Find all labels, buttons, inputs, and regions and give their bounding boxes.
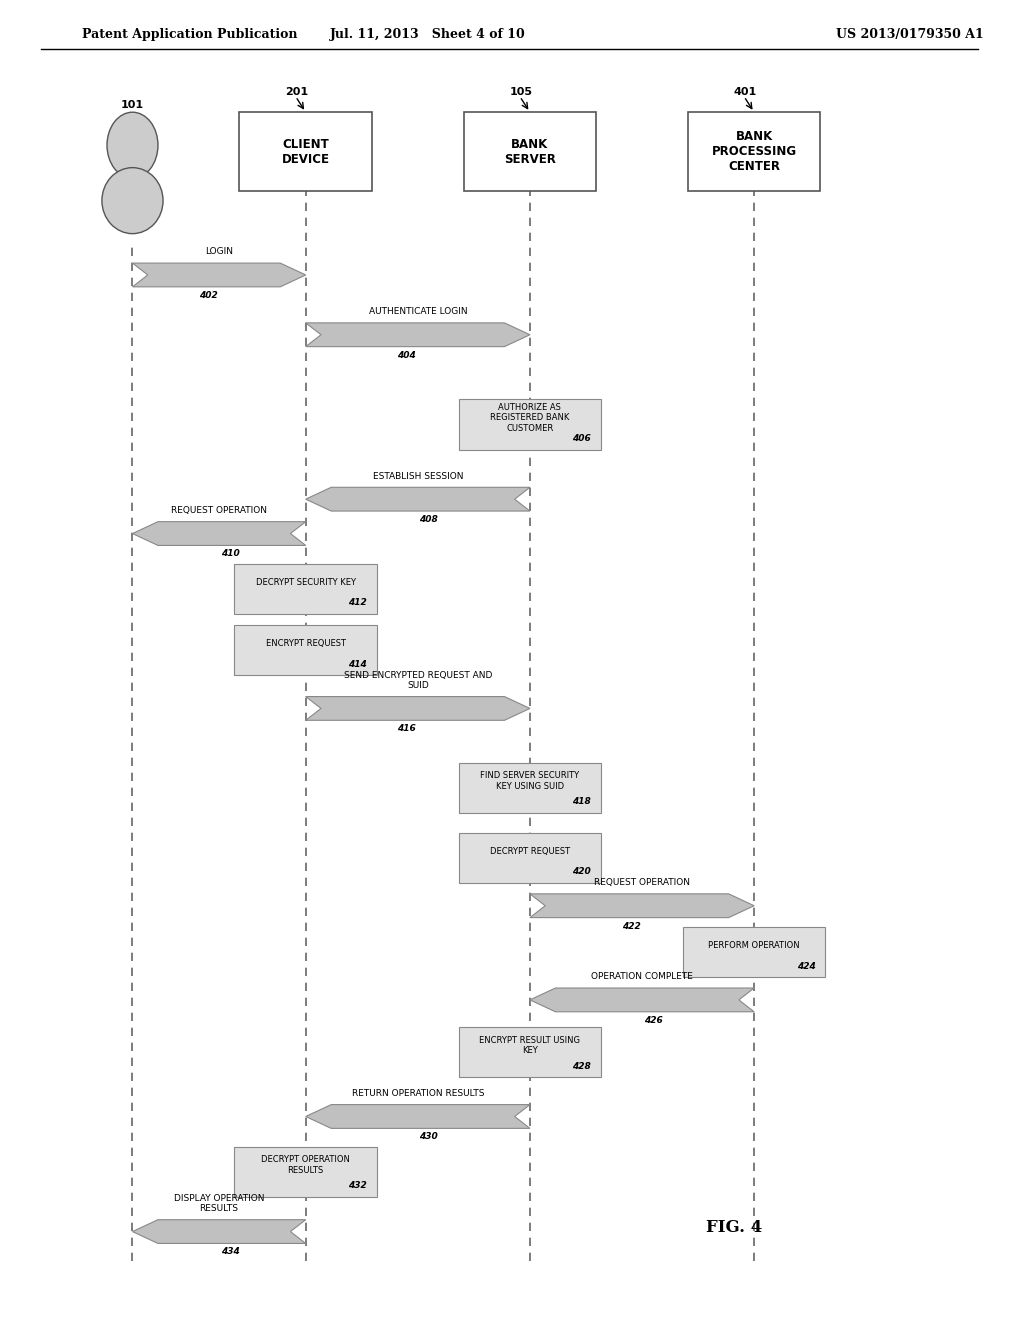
Text: 201: 201 [286, 87, 308, 98]
Text: 434: 434 [221, 1247, 240, 1257]
Polygon shape [132, 521, 306, 545]
Text: 432: 432 [348, 1181, 367, 1191]
Text: AUTHENTICATE LOGIN: AUTHENTICATE LOGIN [369, 308, 467, 317]
Text: DISPLAY OPERATION
RESULTS: DISPLAY OPERATION RESULTS [174, 1193, 264, 1213]
FancyBboxPatch shape [234, 564, 377, 614]
Circle shape [106, 112, 158, 178]
Text: 414: 414 [348, 660, 367, 669]
Polygon shape [306, 487, 530, 511]
Ellipse shape [102, 168, 163, 234]
Polygon shape [306, 1105, 530, 1129]
Text: Patent Application Publication: Patent Application Publication [82, 28, 297, 41]
Text: 404: 404 [397, 351, 416, 359]
FancyBboxPatch shape [240, 112, 372, 191]
Text: ESTABLISH SESSION: ESTABLISH SESSION [373, 471, 463, 480]
Text: REQUEST OPERATION: REQUEST OPERATION [594, 878, 690, 887]
Text: 105: 105 [510, 87, 532, 98]
Text: 420: 420 [572, 867, 591, 876]
Text: PERFORM OPERATION: PERFORM OPERATION [709, 941, 800, 950]
Text: BANK
SERVER: BANK SERVER [504, 137, 556, 166]
FancyBboxPatch shape [459, 833, 601, 883]
Text: 424: 424 [797, 961, 815, 970]
Polygon shape [132, 263, 306, 286]
Text: 412: 412 [348, 598, 367, 607]
Polygon shape [306, 697, 530, 721]
Text: 430: 430 [420, 1133, 438, 1142]
Text: ENCRYPT REQUEST: ENCRYPT REQUEST [266, 639, 346, 648]
Text: OPERATION COMPLETE: OPERATION COMPLETE [591, 973, 693, 982]
Text: REQUEST OPERATION: REQUEST OPERATION [171, 506, 267, 515]
FancyBboxPatch shape [234, 1147, 377, 1197]
Polygon shape [132, 1220, 306, 1243]
Text: 428: 428 [572, 1061, 591, 1071]
Text: 422: 422 [622, 921, 640, 931]
FancyBboxPatch shape [459, 763, 601, 813]
Text: 101: 101 [121, 99, 144, 110]
Text: FIG. 4: FIG. 4 [706, 1220, 762, 1236]
Text: DECRYPT REQUEST: DECRYPT REQUEST [489, 847, 570, 855]
Text: 426: 426 [644, 1016, 663, 1024]
FancyBboxPatch shape [234, 626, 377, 676]
FancyBboxPatch shape [683, 927, 825, 977]
FancyBboxPatch shape [459, 400, 601, 450]
Text: 406: 406 [572, 434, 591, 444]
Text: BANK
PROCESSING
CENTER: BANK PROCESSING CENTER [712, 131, 797, 173]
Text: US 2013/0179350 A1: US 2013/0179350 A1 [836, 28, 983, 41]
Text: 408: 408 [420, 515, 438, 524]
Text: LOGIN: LOGIN [205, 247, 233, 256]
Text: RETURN OPERATION RESULTS: RETURN OPERATION RESULTS [351, 1089, 484, 1098]
Polygon shape [530, 894, 754, 917]
Text: DECRYPT OPERATION
RESULTS: DECRYPT OPERATION RESULTS [261, 1155, 350, 1175]
Text: FIND SERVER SECURITY
KEY USING SUID: FIND SERVER SECURITY KEY USING SUID [480, 771, 580, 791]
Text: ENCRYPT RESULT USING
KEY: ENCRYPT RESULT USING KEY [479, 1036, 581, 1055]
Polygon shape [530, 987, 754, 1012]
Text: 402: 402 [199, 290, 217, 300]
Text: CLIENT
DEVICE: CLIENT DEVICE [282, 137, 330, 166]
Text: 410: 410 [221, 549, 240, 558]
FancyBboxPatch shape [459, 1027, 601, 1077]
Text: DECRYPT SECURITY KEY: DECRYPT SECURITY KEY [256, 578, 355, 587]
Text: Jul. 11, 2013   Sheet 4 of 10: Jul. 11, 2013 Sheet 4 of 10 [330, 28, 526, 41]
Text: 418: 418 [572, 797, 591, 807]
FancyBboxPatch shape [464, 112, 596, 191]
Text: SEND ENCRYPTED REQUEST AND
SUID: SEND ENCRYPTED REQUEST AND SUID [344, 671, 492, 690]
Polygon shape [306, 323, 530, 347]
Text: AUTHORIZE AS
REGISTERED BANK
CUSTOMER: AUTHORIZE AS REGISTERED BANK CUSTOMER [490, 403, 569, 433]
FancyBboxPatch shape [688, 112, 820, 191]
Text: 416: 416 [397, 725, 416, 734]
Text: 401: 401 [734, 87, 757, 98]
